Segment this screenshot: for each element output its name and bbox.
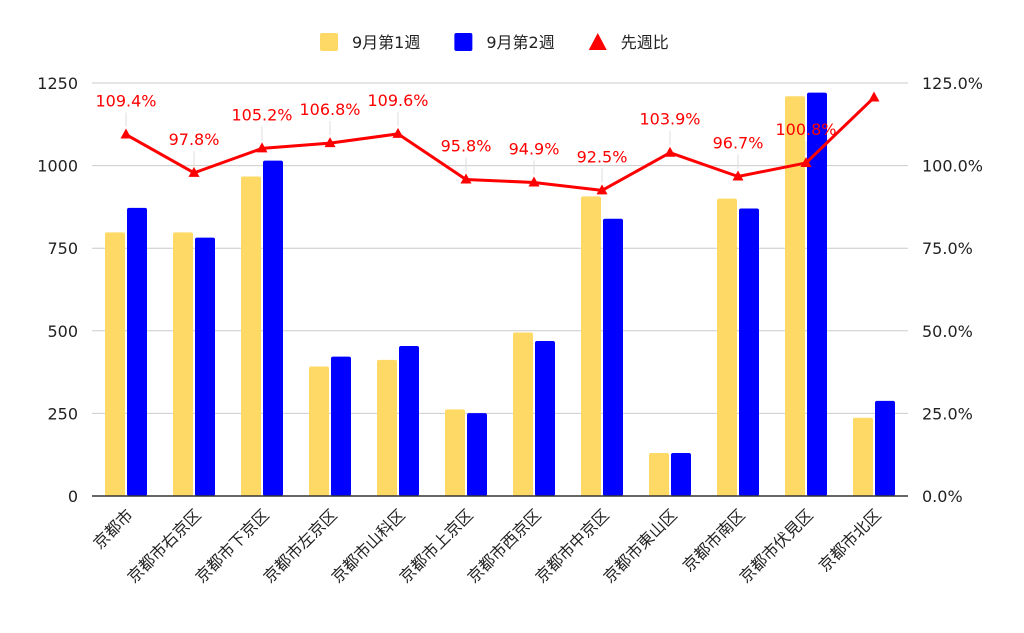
bar-week2 — [467, 413, 487, 496]
ratio-data-label: 106.8% — [299, 100, 360, 119]
legend-swatch — [454, 33, 473, 51]
ratio-data-label: 100.8% — [775, 120, 836, 139]
ratio-marker — [120, 128, 132, 139]
ratio-marker — [664, 146, 676, 157]
bar-week1 — [173, 232, 193, 496]
legend-label: 先週比 — [621, 33, 669, 52]
ratio-marker — [188, 166, 200, 177]
ratio-marker — [256, 142, 268, 153]
bar-week1 — [445, 409, 465, 496]
bar-week2 — [127, 207, 147, 496]
ratio-marker — [800, 156, 812, 167]
bar-week2 — [535, 341, 555, 496]
ratio-marker — [460, 173, 472, 184]
bar-week1 — [853, 417, 873, 496]
x-tick-label: 京都市北区 — [815, 505, 885, 575]
ratio-line — [120, 91, 880, 195]
x-tick-label: 京都市伏見区 — [736, 505, 817, 586]
gridlines — [92, 82, 908, 414]
bar-week1 — [309, 366, 329, 496]
bar-week1 — [513, 332, 533, 496]
y2-tick-label: 0.0% — [922, 487, 963, 506]
bar-week2 — [195, 237, 215, 496]
bar-week2 — [807, 92, 827, 496]
ratio-marker — [732, 170, 744, 181]
ratio-data-label: 96.7% — [713, 134, 764, 153]
bar-week1 — [241, 176, 261, 496]
data-labels: 109.4% 97.8% 105.2% 106.8% 109.6% 95.8% 94.9% 9… — [95, 91, 837, 183]
bar-week2 — [603, 218, 623, 496]
y2-tick-label: 100.0% — [922, 157, 983, 176]
y-tick-label: 0 — [68, 487, 78, 506]
legend: 9月第1週 9月第2週 先週比 — [320, 33, 669, 52]
legend-swatch — [320, 33, 338, 51]
ratio-marker — [528, 176, 540, 187]
ratio-marker — [868, 91, 880, 102]
y2-tick-label: 75.0% — [922, 239, 973, 258]
bar-week1 — [649, 453, 669, 496]
x-tick-label: 京都市東山区 — [600, 505, 681, 586]
ratio-data-label: 97.8% — [169, 130, 220, 149]
ratio-marker — [596, 184, 608, 195]
bar-week2 — [263, 160, 283, 497]
ratio-marker — [392, 127, 404, 138]
x-tick-label: 京都市 — [89, 505, 136, 552]
ratio-data-label: 92.5% — [577, 147, 628, 166]
ratio-data-label: 109.6% — [367, 91, 428, 110]
bar-week1 — [105, 232, 125, 496]
legend-label: 9月第2週 — [486, 33, 554, 52]
bar-week1 — [785, 96, 805, 496]
bar-week2 — [399, 345, 419, 496]
y-tick-label: 750 — [47, 239, 78, 258]
bar-week1 — [581, 196, 601, 496]
bar-week2 — [739, 208, 759, 496]
ratio-data-label: 103.9% — [639, 110, 700, 129]
legend-label: 9月第1週 — [352, 33, 420, 52]
ratio-data-label: 94.9% — [509, 139, 560, 158]
ratio-data-label: 109.4% — [95, 92, 156, 111]
ratio-data-label: 95.8% — [441, 136, 492, 155]
y-tick-label: 500 — [47, 322, 78, 341]
ratio-line-path — [125, 96, 876, 192]
ratio-data-label: 105.2% — [231, 105, 292, 124]
y2-tick-label: 50.0% — [922, 322, 973, 341]
bar-week2 — [875, 400, 895, 496]
y-tick-label: 1000 — [37, 157, 78, 176]
y2-tick-label: 25.0% — [922, 404, 973, 423]
legend-swatch — [588, 33, 607, 50]
ratio-marker — [324, 137, 336, 148]
bar-week1 — [717, 198, 737, 496]
y-tick-label: 1250 — [37, 74, 78, 93]
y2-tick-label: 125.0% — [922, 74, 983, 93]
bar-week1 — [377, 359, 397, 496]
bar-week2 — [331, 356, 351, 496]
y-tick-label: 250 — [47, 404, 78, 423]
x-tick-label: 京都市南区 — [679, 505, 749, 575]
bars — [105, 92, 895, 497]
bar-week2 — [671, 453, 691, 496]
